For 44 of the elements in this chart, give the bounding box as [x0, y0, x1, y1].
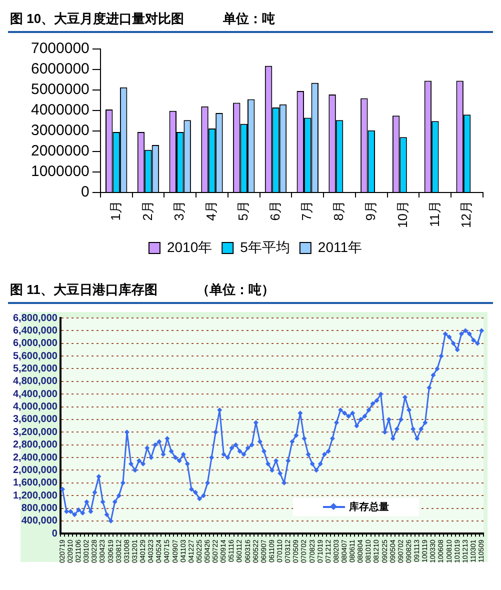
- y-tick-label: 6,400,000: [12, 325, 58, 336]
- legend-label: 5年平均: [240, 238, 290, 255]
- y-tick-label: 1,600,000: [12, 478, 58, 489]
- x-tick-label: 11月: [426, 200, 442, 228]
- legend-label: 2010年: [166, 238, 212, 255]
- y-tick-label: 5,200,000: [12, 363, 58, 374]
- x-tick-label: 5月: [235, 200, 250, 221]
- chart-title: 图 11、大豆日港口库存图 （单位：吨）: [8, 279, 493, 304]
- legend-label: 库存总量: [349, 500, 390, 514]
- y-tick-label: 5000000: [30, 81, 90, 98]
- y-tick-label: 0: [52, 528, 58, 540]
- y-tick-label: 1000000: [30, 163, 90, 180]
- y-tick-label: 2,800,000: [12, 440, 58, 451]
- y-tick-label: 5,600,000: [12, 350, 58, 362]
- x-tick-label: 1月: [108, 200, 123, 221]
- x-tick-label: 10月: [394, 200, 410, 228]
- y-tick-label: 4,400,000: [12, 388, 58, 400]
- x-tick-label: 2月: [140, 200, 155, 221]
- y-tick-label: 2000000: [30, 142, 90, 160]
- x-tick-label: 8月: [331, 200, 346, 221]
- y-tick-label: 6,800,000: [12, 312, 58, 324]
- chart-title: 图 10、大豆月度进口量对比图 单位：吨: [8, 8, 493, 33]
- y-tick-label: 3,200,000: [12, 426, 58, 438]
- y-tick-label: 6000000: [30, 60, 90, 78]
- y-tick-label: 400,000: [21, 516, 58, 527]
- legend-label: 2011年: [318, 238, 362, 255]
- y-tick-label: 2,400,000: [12, 452, 58, 464]
- x-tick-label: 6月: [267, 200, 282, 221]
- x-tick-label: 4月: [204, 200, 219, 221]
- x-tick-label: 7月: [299, 200, 314, 221]
- y-tick-label: 7000000: [30, 40, 90, 58]
- y-tick-label: 800,000: [21, 503, 58, 514]
- y-tick-label: 4,800,000: [12, 376, 58, 388]
- y-tick-label: 0: [81, 184, 90, 201]
- y-tick-label: 4000000: [30, 102, 90, 119]
- y-tick-label: 6,000,000: [12, 338, 58, 350]
- y-tick-label: 2,000,000: [12, 464, 58, 476]
- y-tick-label: 3000000: [30, 122, 90, 140]
- y-tick-label: 1,200,000: [12, 490, 58, 502]
- x-tick-label: 9月: [362, 200, 378, 221]
- y-tick-label: 3,600,000: [12, 414, 58, 426]
- x-tick-label: 12月: [458, 200, 474, 228]
- x-tick-label: 3月: [172, 200, 187, 221]
- y-tick-label: 4,000,000: [12, 402, 58, 413]
